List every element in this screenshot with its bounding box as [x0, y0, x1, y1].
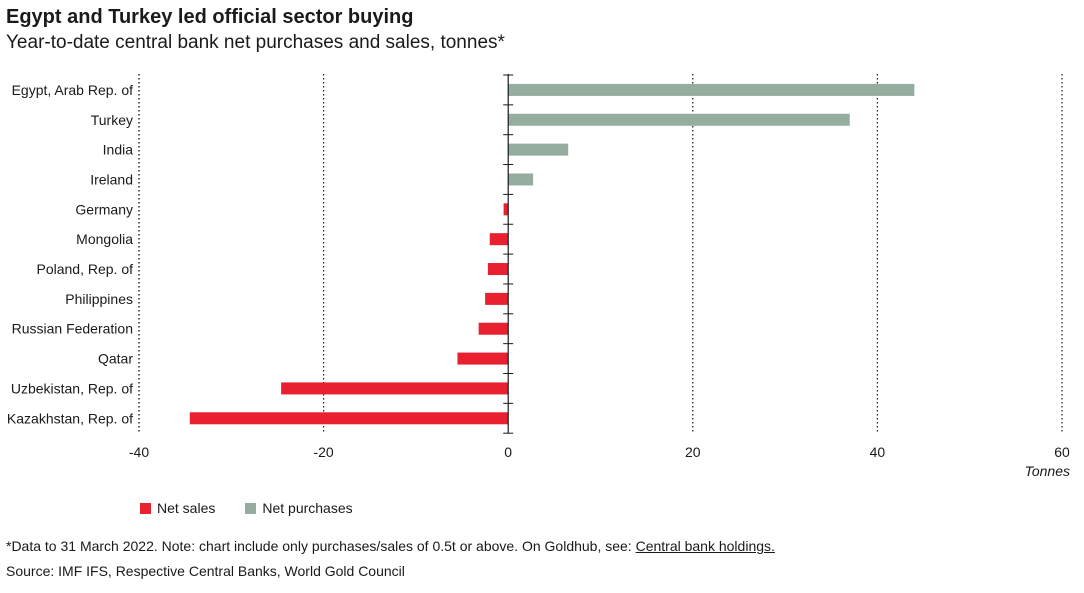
- bar: [508, 173, 534, 186]
- footnote: *Data to 31 March 2022. Note: chart incl…: [6, 538, 775, 554]
- central-bank-holdings-link[interactable]: Central bank holdings.: [635, 538, 775, 554]
- legend-swatch-purchases: [245, 502, 257, 514]
- chart-subtitle: Year-to-date central bank net purchases …: [6, 32, 505, 53]
- bar: [478, 322, 509, 335]
- bar: [189, 412, 509, 425]
- legend-label-sales: Net sales: [157, 500, 216, 516]
- x-tick-label: 20: [685, 444, 701, 460]
- bar: [281, 382, 509, 395]
- category-label: Uzbekistan, Rep. of: [11, 380, 133, 396]
- category-label: Kazakhstan, Rep. of: [7, 410, 133, 426]
- legend-item-sales: Net sales: [140, 500, 215, 516]
- source-note: Source: IMF IFS, Respective Central Bank…: [6, 563, 405, 579]
- legend: Net sales Net purchases: [140, 500, 353, 516]
- legend-item-purchases: Net purchases: [245, 500, 353, 516]
- bar: [457, 352, 509, 365]
- x-tick-label: 60: [1054, 444, 1070, 460]
- legend-label-purchases: Net purchases: [262, 500, 353, 516]
- category-label: India: [103, 142, 134, 158]
- x-tick-label: 0: [504, 444, 512, 460]
- bar: [485, 292, 509, 305]
- bar: [508, 113, 850, 126]
- category-label: Germany: [75, 201, 133, 217]
- bars: [189, 83, 915, 425]
- chart-title: Egypt and Turkey led official sector buy…: [6, 6, 414, 28]
- labels: Egypt, Arab Rep. of Turkey India Ireland Ger…: [7, 82, 1070, 479]
- x-tick-label: 40: [870, 444, 886, 460]
- axes: [138, 74, 514, 434]
- bar: [503, 203, 509, 216]
- category-label: Ireland: [90, 171, 133, 187]
- bar: [508, 83, 915, 96]
- grid-lines: [138, 74, 1063, 433]
- bar: [487, 263, 509, 276]
- bar: [489, 233, 509, 246]
- category-label: Russian Federation: [12, 321, 133, 337]
- category-label: Turkey: [91, 112, 133, 128]
- bar: [508, 143, 569, 156]
- category-label: Egypt, Arab Rep. of: [12, 82, 134, 98]
- x-tick-label: -20: [313, 444, 333, 460]
- category-label: Philippines: [65, 291, 133, 307]
- category-label: Poland, Rep. of: [36, 261, 133, 277]
- bar-chart: Egypt, Arab Rep. of Turkey India Ireland Ger…: [7, 74, 1070, 479]
- category-label: Mongolia: [76, 231, 133, 247]
- x-axis-unit-label: Tonnes: [1025, 463, 1070, 479]
- footnote-text: *Data to 31 March 2022. Note: chart incl…: [6, 538, 636, 554]
- x-tick-label: -40: [129, 444, 149, 460]
- legend-swatch-sales: [140, 502, 151, 514]
- category-label: Qatar: [98, 351, 133, 367]
